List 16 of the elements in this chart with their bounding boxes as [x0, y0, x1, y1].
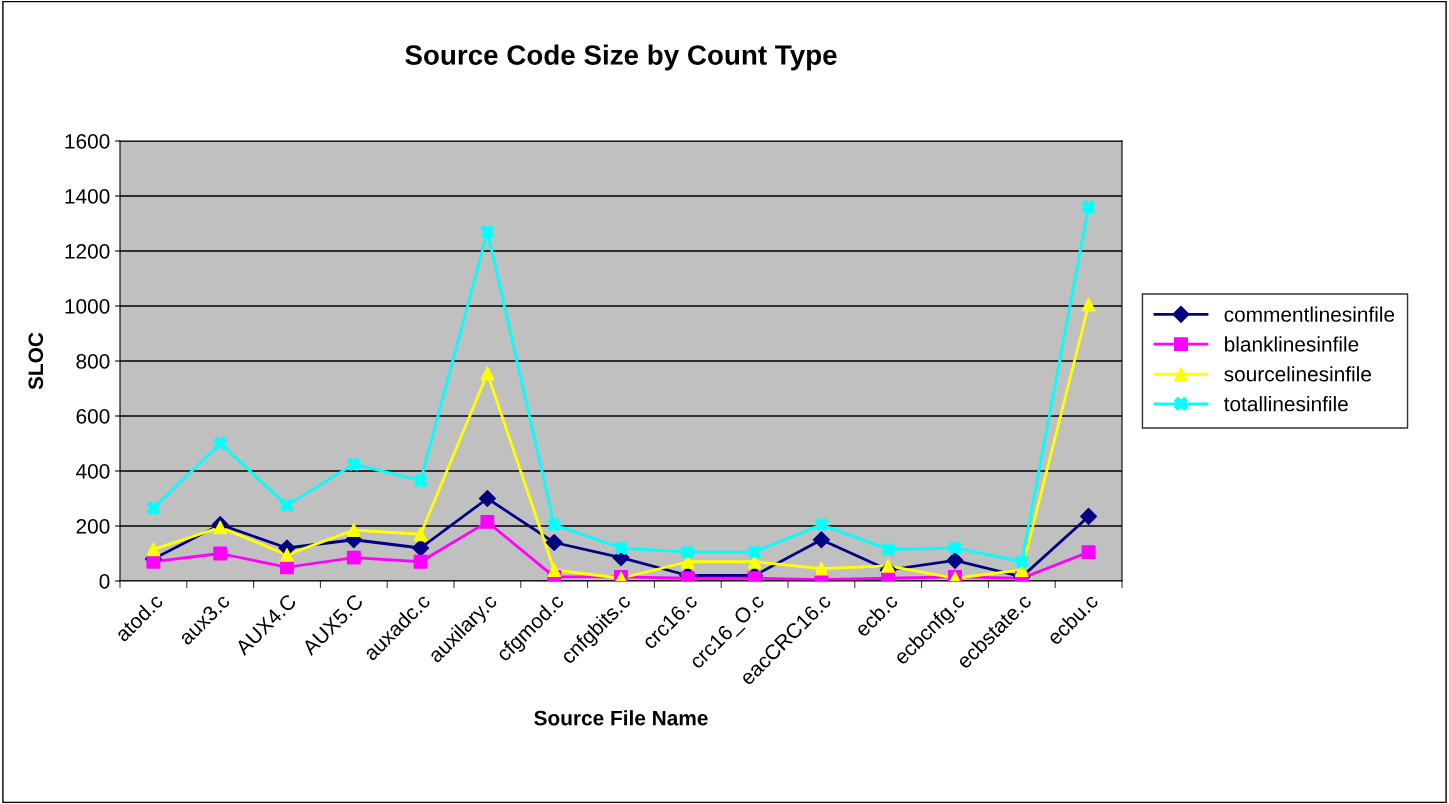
legend-label: totallinesinfile: [1224, 396, 1348, 412]
chart-title: Source Code Size by Count Type: [405, 44, 837, 71]
y-axis-title: SLOC: [28, 332, 44, 390]
x-axis-title: Source File Name: [534, 710, 708, 726]
legend-label: commentlinesinfile: [1224, 306, 1395, 322]
y-tick-label: 600: [76, 409, 110, 424]
y-tick-label: 400: [76, 464, 110, 479]
legend-label: sourcelinesinfile: [1224, 366, 1371, 382]
y-tick-label: 800: [76, 354, 110, 369]
y-tick-label: 1600: [65, 134, 110, 149]
y-tick-label: 0: [99, 574, 110, 589]
y-tick-label: 1200: [65, 244, 110, 259]
y-tick-label: 200: [76, 519, 110, 534]
legend-label: blanklinesinfile: [1225, 336, 1359, 352]
y-tick-label: 1000: [65, 299, 110, 314]
y-tick-label: 1400: [65, 189, 110, 204]
